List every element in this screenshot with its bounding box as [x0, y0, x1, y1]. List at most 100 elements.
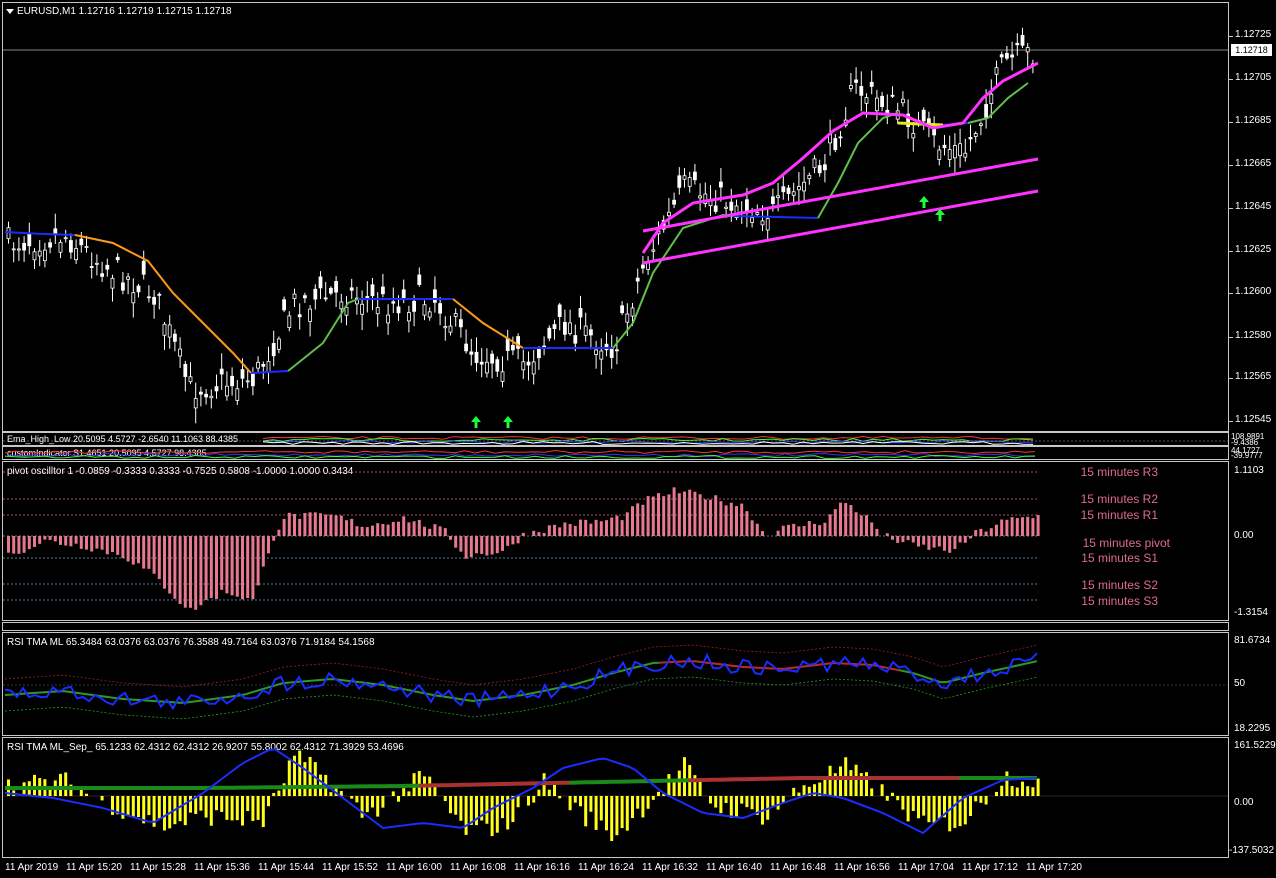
candle-body — [152, 296, 157, 305]
candle-body — [604, 343, 609, 351]
sep-bar — [360, 796, 364, 818]
pivot-bar — [183, 536, 187, 608]
sep-bar — [287, 760, 291, 796]
buy-arrow-stem — [506, 421, 510, 428]
candle-body — [261, 364, 266, 367]
pivot-bar — [631, 506, 634, 536]
pivot-bar — [85, 536, 88, 550]
sep-bar — [802, 785, 806, 796]
ma-up-segment — [967, 82, 1029, 124]
candle-body — [589, 329, 593, 336]
pivot-bar — [667, 494, 671, 536]
pivot-bar — [532, 530, 536, 536]
pivot-bar — [974, 530, 978, 536]
sep-bar — [558, 796, 562, 799]
candle-body — [115, 256, 120, 261]
pivot-bar — [911, 536, 915, 543]
candle-body — [271, 343, 276, 357]
candle-body — [687, 177, 692, 187]
candle-body — [157, 293, 162, 296]
pivot-bar — [683, 491, 686, 536]
candle-body — [162, 323, 167, 336]
sep-bar — [261, 796, 265, 828]
pivot-bar — [828, 514, 832, 536]
pivot-bar — [256, 536, 260, 586]
pivot-bar — [157, 536, 161, 580]
sep-bar — [417, 771, 421, 796]
pivot-bar — [100, 536, 104, 550]
pivot-bar — [27, 536, 31, 550]
sep-trend-down — [418, 780, 570, 788]
sep-trend-up — [5, 783, 420, 790]
sep-bar — [381, 796, 385, 808]
rsi-sep-pane[interactable]: RSI TMA ML_Sep_ 65.1233 62.4312 62.4312 … — [2, 737, 1229, 858]
ema-high-low-pane[interactable]: Ema_High_Low 20.5095 4.5727 -2.6540 11.1… — [2, 432, 1229, 446]
sep-bar — [1000, 785, 1004, 796]
sep-trend-down — [688, 776, 959, 783]
candle-body — [781, 186, 786, 193]
sep-bar — [480, 796, 484, 821]
sep-bar — [599, 796, 603, 821]
sep-bar — [69, 784, 73, 796]
candle-body — [771, 196, 775, 204]
sep-bar — [334, 785, 338, 796]
sep-bar — [615, 796, 619, 836]
ema-scale-top: 108.9891 — [1231, 432, 1265, 441]
candle-body — [126, 276, 130, 280]
candle-body — [16, 248, 21, 251]
price-scale-tick — [1229, 251, 1233, 252]
sep-bar — [121, 796, 125, 819]
pivot-bar — [147, 536, 151, 569]
sep-bar — [85, 793, 88, 796]
candle-body — [968, 137, 973, 140]
candle-body — [979, 123, 983, 126]
sep-bar — [537, 789, 541, 796]
pivot-bar — [308, 512, 312, 536]
price-scale-tick — [1229, 165, 1233, 166]
pivot-bar — [168, 536, 172, 594]
sep-bar — [995, 791, 998, 796]
pivot-bar — [475, 536, 478, 554]
chart-menu-triangle-icon[interactable] — [6, 9, 14, 14]
rsi-tma-pane[interactable]: RSI TMA ML 65.3484 63.0376 63.0376 76.35… — [2, 632, 1229, 736]
pivot-bar — [339, 515, 343, 536]
candle-body — [599, 350, 604, 360]
pivot-bar — [672, 487, 676, 536]
pivot-label-pivot: 15 minutes pivot — [1082, 536, 1170, 550]
pivot-oscillator-pane[interactable]: pivot oscilltor 1 -0.0859 -0.3333 0.3333… — [2, 461, 1229, 621]
sep-bar — [1021, 781, 1024, 796]
main-chart-header: EURUSD,M1 1.12716 1.12719 1.12715 1.1271… — [17, 6, 232, 17]
candle-body — [219, 368, 224, 375]
candle-body — [859, 86, 864, 96]
sep-bar — [568, 796, 572, 811]
price-scale-label: 1.12580 — [1235, 330, 1272, 341]
custom-indicator-pane[interactable]: customIndicator S1.4651 20.5095 4.5727 9… — [2, 446, 1229, 460]
pivot-bar — [948, 536, 952, 553]
price-scale-label: 1.12685 — [1235, 115, 1272, 126]
candle-body — [438, 303, 443, 314]
ma-up-segment — [612, 213, 734, 349]
pivot-bar — [781, 525, 785, 536]
pivot-bar — [287, 512, 291, 536]
sep-bar — [984, 796, 988, 805]
pivot-bar — [995, 524, 998, 536]
pivot-bar — [350, 518, 354, 536]
pivot-bar — [53, 536, 57, 542]
candle-body — [958, 143, 962, 157]
candlestick-chart — [3, 27, 1228, 428]
pivot-bar — [735, 506, 738, 536]
sep-bar — [397, 796, 400, 802]
candle-body — [802, 181, 806, 192]
candle-body — [464, 343, 469, 352]
sep-bar — [771, 796, 775, 806]
main-chart-pane[interactable]: EURUSD,M1 1.12716 1.12719 1.12715 1.1271… — [2, 2, 1229, 432]
sep-bar — [547, 789, 551, 796]
candle-body — [339, 301, 344, 310]
time-axis-label: 11 Apr 16:48 — [770, 862, 826, 873]
pivot-bar — [163, 536, 166, 589]
candle-body — [74, 248, 78, 261]
sep-bar — [605, 796, 608, 831]
price-scale-tick — [1229, 421, 1233, 422]
candle-body — [999, 54, 1004, 58]
candle-body — [292, 293, 297, 300]
